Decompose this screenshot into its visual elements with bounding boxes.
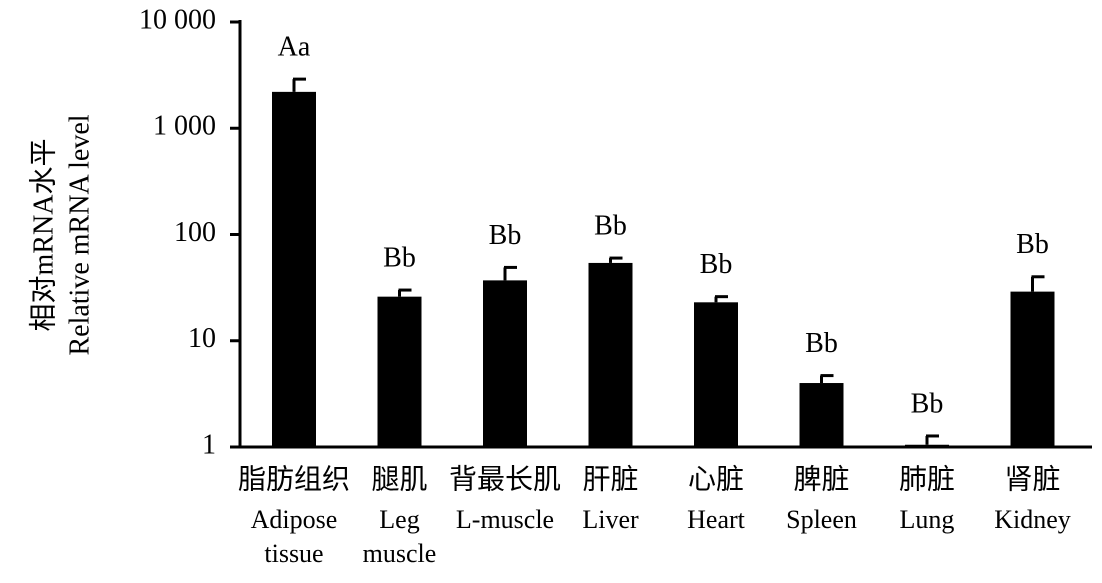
significance-label: Bb bbox=[594, 210, 627, 241]
bar bbox=[377, 296, 422, 447]
y-tick-label: 10 000 bbox=[139, 4, 216, 35]
x-tick-label: 脾脏 bbox=[793, 463, 849, 495]
x-tick-label-en: Lung bbox=[900, 505, 955, 534]
x-tick-label-en: Leg bbox=[379, 505, 419, 534]
x-tick-label-en: Heart bbox=[687, 505, 746, 534]
x-tick-label: 背最长肌 bbox=[449, 463, 561, 495]
significance-label: Bb bbox=[1016, 229, 1049, 260]
x-tick-label: 脂肪组织 bbox=[238, 463, 350, 495]
bar bbox=[905, 444, 949, 447]
significance-label: Aa bbox=[278, 32, 311, 63]
x-tick-label: 肺脏 bbox=[899, 463, 955, 495]
x-tick-label-en: Spleen bbox=[786, 505, 857, 534]
y-tick-label: 1 bbox=[202, 429, 216, 460]
x-tick-label: 腿肌 bbox=[371, 464, 427, 495]
significance-label: Bb bbox=[383, 242, 416, 273]
x-tick-label: 肾脏 bbox=[1004, 463, 1060, 495]
x-tick-label-en: Kidney bbox=[994, 505, 1071, 534]
bar bbox=[588, 262, 633, 447]
y-tick-label: 100 bbox=[174, 217, 216, 248]
significance-label: Bb bbox=[911, 388, 944, 419]
bar bbox=[1010, 291, 1055, 447]
x-tick-label-en: muscle bbox=[363, 539, 437, 568]
y-label-en: Relative mRNA level bbox=[64, 114, 95, 355]
bar bbox=[483, 280, 527, 447]
x-tick-label-en: Liver bbox=[582, 505, 639, 534]
significance-label: Bb bbox=[700, 249, 733, 280]
x-tick-label: 心脏 bbox=[688, 463, 744, 495]
bar bbox=[799, 383, 844, 447]
x-tick-label-en: L-muscle bbox=[456, 505, 554, 534]
y-label-cn: 相对mRNA水平 bbox=[27, 139, 59, 332]
bar bbox=[272, 91, 316, 448]
y-tick-label: 10 bbox=[188, 323, 216, 354]
significance-label: Bb bbox=[805, 328, 838, 359]
significance-label: Bb bbox=[489, 220, 522, 251]
y-tick-label: 1 000 bbox=[153, 111, 216, 142]
x-tick-label-en: Adipose bbox=[251, 505, 338, 534]
bar bbox=[694, 302, 738, 447]
x-tick-label-en: tissue bbox=[264, 539, 323, 568]
y-axis-title: 相对mRNA水平 Relative mRNA level bbox=[27, 114, 95, 355]
x-tick-label: 肝脏 bbox=[582, 463, 638, 495]
